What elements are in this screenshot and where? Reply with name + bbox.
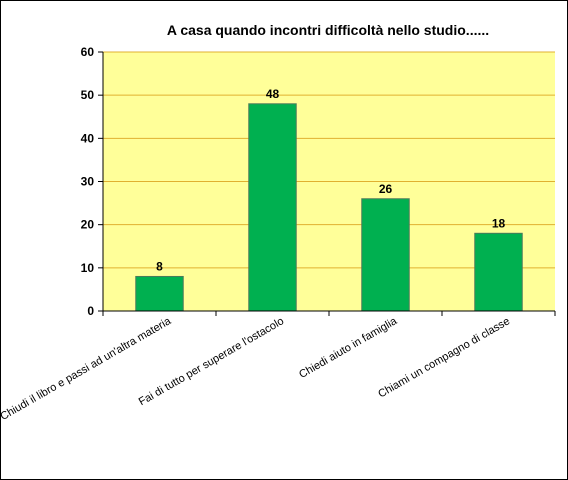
- bars: [135, 103, 523, 312]
- data-labels: 8 48 26 18: [156, 87, 505, 274]
- y-tick-labels: 0 10 20 30 40 50 60: [81, 45, 95, 318]
- bar-2: [248, 103, 297, 312]
- y-tick-label-30: 30: [81, 175, 95, 189]
- x-category-labels: Chiudi il libro e passi ad un'altra mate…: [0, 315, 512, 423]
- x-category-label-1: Chiudi il libro e passi ad un'altra mate…: [0, 315, 174, 423]
- data-label-3: 26: [379, 182, 393, 196]
- chart-title: A casa quando incontri difficoltà nello …: [166, 22, 490, 38]
- data-label-4: 18: [492, 216, 506, 230]
- y-tick-label-20: 20: [81, 218, 95, 232]
- y-tick-label-60: 60: [81, 45, 95, 59]
- x-category-label-3: Chiedi aiuto in famiglia: [297, 315, 400, 381]
- data-label-2: 48: [266, 87, 280, 101]
- x-category-label-4: Chiami un compagno di classe: [376, 315, 512, 400]
- bar-3: [361, 198, 410, 312]
- axes: [98, 51, 556, 316]
- data-label-1: 8: [156, 259, 163, 273]
- bar-1: [135, 275, 184, 312]
- y-tick-label-40: 40: [81, 131, 95, 145]
- y-tick-label-0: 0: [87, 304, 94, 318]
- bar-4: [474, 232, 523, 312]
- y-tick-label-10: 10: [81, 261, 95, 275]
- y-tick-label-50: 50: [81, 88, 95, 102]
